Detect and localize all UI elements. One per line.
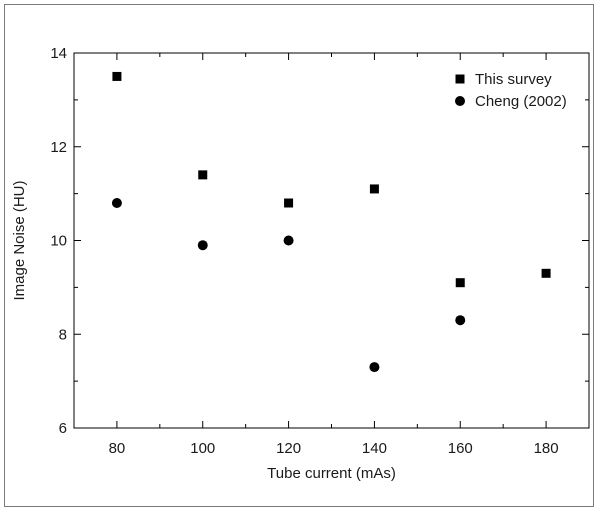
series-circle (111, 198, 466, 373)
axis-ticks: 80 100 120 140 160 180 6 8 10 12 14 (50, 45, 590, 457)
y-tick-label: 14 (50, 45, 67, 62)
square-marker (541, 268, 551, 278)
square-marker (198, 170, 208, 180)
y-tick-label: 12 (50, 139, 67, 156)
y-tick-label: 6 (59, 420, 67, 437)
x-tick-label: 140 (362, 440, 387, 457)
x-tick-label: 80 (109, 440, 126, 457)
circle-marker (197, 240, 208, 251)
circle-marker (283, 235, 294, 246)
circle-marker (111, 198, 122, 208)
y-tick-label: 8 (59, 326, 67, 343)
x-tick-label: 120 (276, 440, 301, 457)
series-square (112, 71, 551, 288)
square-marker (112, 71, 122, 81)
y-tick-label: 10 (50, 233, 67, 250)
square-marker (455, 278, 465, 288)
legend: This survey Cheng (2002) (455, 71, 567, 110)
legend-marker (455, 74, 465, 84)
square-marker (284, 198, 294, 208)
legend-marker (455, 96, 465, 106)
x-tick-label: 100 (190, 440, 215, 457)
scatter-chart: 80 100 120 140 160 180 6 8 10 12 14 This survey Che… (11, 45, 590, 482)
x-tick-label: 180 (534, 440, 559, 457)
x-tick-label: 160 (448, 440, 473, 457)
legend-label: This survey (475, 71, 552, 88)
x-axis-title: Tube current (mAs) (267, 465, 396, 482)
circle-marker (369, 362, 380, 373)
square-marker (369, 184, 379, 194)
data-points (111, 71, 551, 373)
legend-label: Cheng (2002) (475, 93, 567, 110)
figure-frame: 80 100 120 140 160 180 6 8 10 12 14 This survey Che… (4, 4, 594, 507)
y-axis-title: Image Noise (HU) (11, 180, 28, 300)
circle-marker (455, 315, 466, 326)
